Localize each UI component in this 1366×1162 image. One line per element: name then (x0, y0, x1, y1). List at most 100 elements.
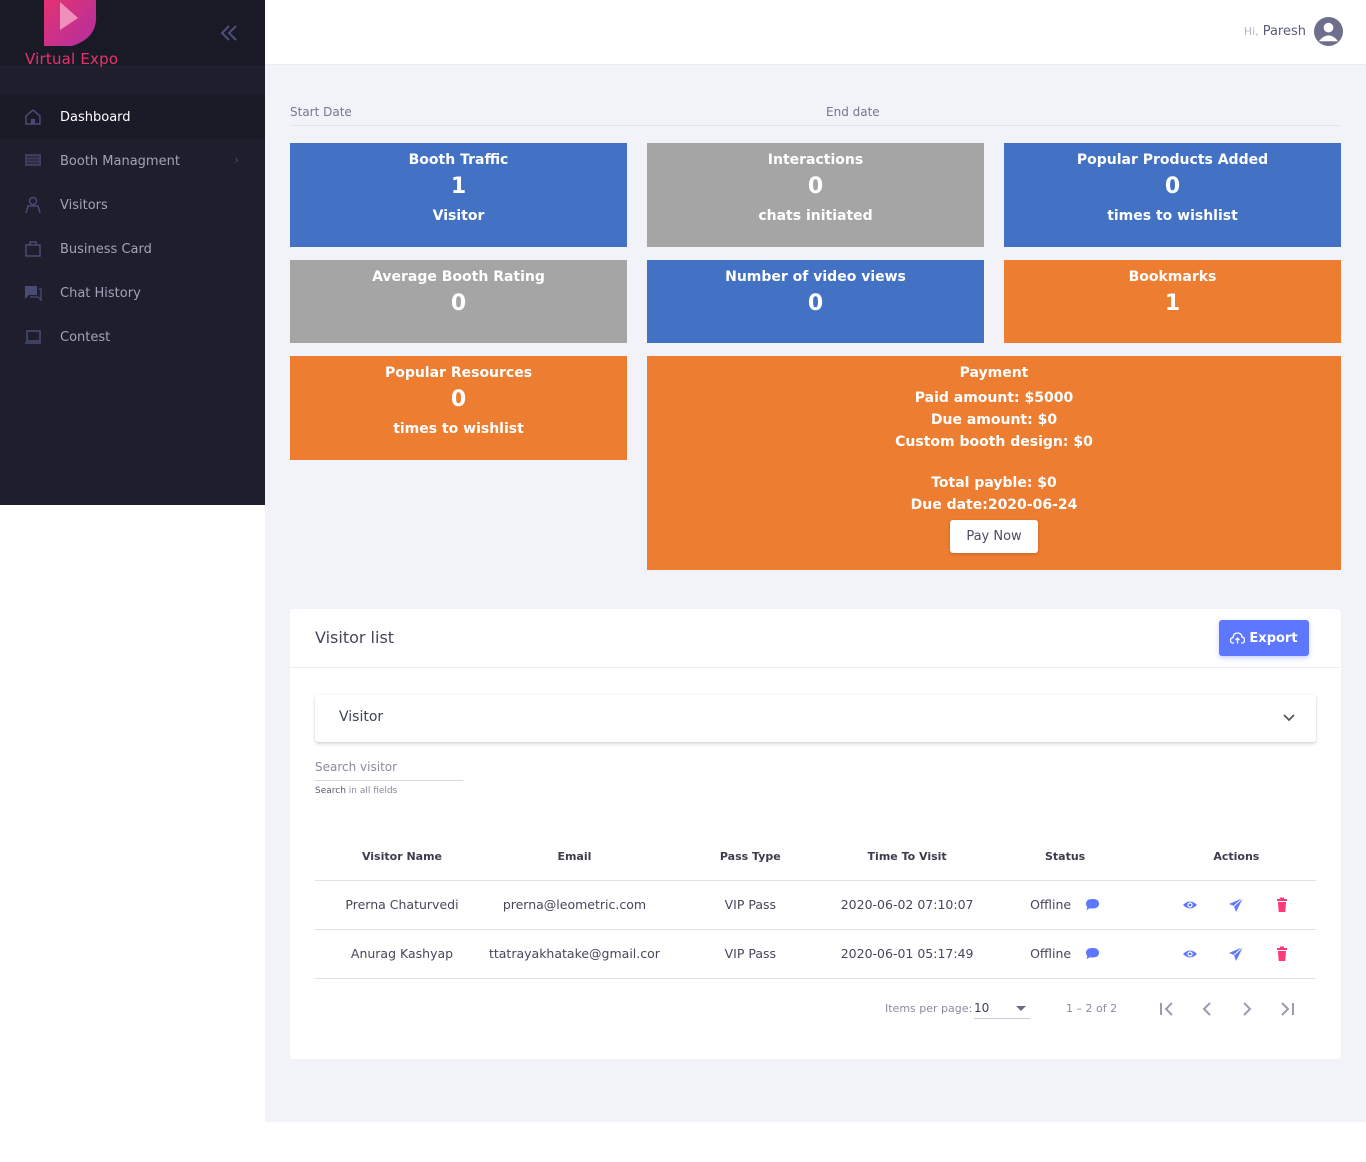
status-cell: Offline (973, 929, 1157, 979)
page-size-value: 10 (974, 1001, 990, 1015)
column-header-time-to-visit[interactable]: Time To Visit (840, 834, 974, 881)
end-date-field[interactable]: End date (826, 105, 1341, 126)
eye-icon[interactable] (1182, 897, 1198, 913)
card-value: 1 (450, 174, 467, 199)
greeting-text: Hi, (1243, 25, 1259, 38)
user-name: Paresh (1262, 24, 1306, 39)
pass-type-cell: VIP Pass (659, 880, 841, 930)
column-header-pass-type[interactable]: Pass Type (659, 834, 841, 881)
total-payable: Total payble: $0 (931, 475, 1057, 491)
eye-icon[interactable] (1182, 946, 1198, 962)
card-subtitle: times to wishlist (1107, 208, 1238, 224)
sidebar-item-chat-history[interactable]: Chat History (0, 271, 265, 315)
accordion-label: Visitor (339, 709, 384, 725)
logo-text: Virtual Expo (25, 50, 119, 68)
card-title: Popular Products Added (1076, 152, 1269, 168)
search-visitor-input[interactable] (315, 760, 463, 781)
send-icon[interactable] (1228, 897, 1244, 913)
export-label: Export (1249, 630, 1298, 646)
chat-icon (24, 284, 42, 302)
card-subtitle: Visitor (432, 208, 485, 224)
start-date-label: Start Date (290, 105, 352, 119)
sidebar: Virtual Expo Dashboard Booth Managment ›… (0, 0, 265, 505)
sidebar-item-label: Business Card (60, 241, 152, 257)
card-value: 0 (807, 291, 824, 316)
actions-cell (1156, 929, 1316, 979)
payment-card: Payment Paid amount: $5000 Due amount: $… (647, 356, 1341, 570)
card-value: 0 (1164, 174, 1181, 199)
previous-page-icon[interactable] (1196, 998, 1218, 1020)
sidebar-item-booth-managment[interactable]: Booth Managment › (0, 139, 265, 183)
status-text: Offline (1030, 897, 1072, 912)
visitors-icon (24, 196, 42, 214)
visitor-accordion[interactable]: Visitor (315, 694, 1316, 742)
booth-icon (24, 152, 42, 170)
table-row: Prerna Chaturvedi prerna@leometric.com V… (315, 880, 1316, 930)
column-header-status[interactable]: Status (973, 834, 1157, 881)
trash-icon[interactable] (1274, 946, 1290, 962)
pay-now-button[interactable]: Pay Now (950, 520, 1038, 553)
card-title: Interactions (767, 152, 864, 168)
start-date-field[interactable]: Start Date (290, 105, 826, 126)
video-views-card: Number of video views 0 (647, 260, 984, 343)
card-title: Number of video views (725, 269, 906, 285)
search-area: Search in all fields (315, 756, 465, 796)
card-subtitle: chats initiated (758, 208, 873, 224)
paginator: Items per page: 10 1 – 2 of 2 (290, 995, 1341, 1025)
sidebar-item-dashboard[interactable]: Dashboard (0, 95, 265, 139)
card-title: Average Booth Rating (372, 269, 545, 285)
sidebar-item-contest[interactable]: Contest (0, 315, 265, 359)
column-header-visitor-name[interactable]: Visitor Name (315, 834, 489, 881)
send-icon[interactable] (1228, 946, 1244, 962)
user-greeting[interactable]: Hi, Paresh (1244, 24, 1306, 39)
page-size-select[interactable]: 10 (974, 997, 1030, 1019)
chevron-right-icon: › (234, 153, 239, 167)
visitor-name-cell: Prerna Chaturvedi (315, 880, 489, 930)
business-card-icon (24, 240, 42, 258)
sidebar-item-visitors[interactable]: Visitors (0, 183, 265, 227)
sidebar-menu: Dashboard Booth Managment › Visitors Bus… (0, 95, 265, 359)
sidebar-item-label: Dashboard (60, 109, 131, 125)
first-page-icon[interactable] (1156, 998, 1178, 1020)
time-to-visit-cell: 2020-06-01 05:17:49 (840, 929, 974, 979)
popular-products-card: Popular Products Added 0 times to wishli… (1004, 143, 1341, 247)
next-page-icon[interactable] (1236, 998, 1258, 1020)
main-content: Start Date End date Booth Traffic 1 Visi… (265, 65, 1366, 1122)
panel-title: Visitor list (315, 628, 395, 647)
export-button[interactable]: Export (1219, 620, 1309, 656)
sidebar-item-business-card[interactable]: Business Card (0, 227, 265, 271)
footer (265, 1122, 1366, 1162)
column-header-email[interactable]: Email (488, 834, 660, 881)
page-range-label: 1 – 2 of 2 (1066, 1002, 1118, 1015)
pass-type-cell: VIP Pass (659, 929, 841, 979)
sidebar-item-label: Visitors (60, 197, 108, 213)
time-to-visit-cell: 2020-06-02 07:10:07 (840, 880, 974, 930)
last-page-icon[interactable] (1276, 998, 1298, 1020)
due-amount: Due amount: $0 (930, 412, 1058, 428)
table-row: Anurag Kashyap ttatrayakhatake@gmail.cor… (315, 929, 1316, 979)
card-value: 0 (807, 174, 824, 199)
items-per-page-label: Items per page: (885, 1002, 973, 1015)
chat-bubble-icon[interactable] (1085, 898, 1100, 911)
chevron-down-icon (1283, 714, 1295, 722)
trash-icon[interactable] (1274, 897, 1290, 913)
sidebar-item-label: Booth Managment (60, 153, 180, 169)
visitor-table: Visitor Name Email Pass Type Time To Vis… (315, 834, 1316, 979)
due-date: Due date:2020-06-24 (910, 497, 1078, 513)
actions-cell (1156, 880, 1316, 930)
card-value: 0 (450, 291, 467, 316)
logo-icon (44, 0, 97, 46)
booth-traffic-card: Booth Traffic 1 Visitor (290, 143, 627, 247)
status-cell: Offline (973, 880, 1157, 930)
panel-header: Visitor list Export (290, 609, 1341, 668)
chat-bubble-icon[interactable] (1085, 947, 1100, 960)
user-avatar-icon[interactable] (1313, 16, 1344, 47)
column-header-actions: Actions (1156, 834, 1316, 881)
home-icon (24, 108, 42, 126)
search-hint: Search in all fields (315, 786, 465, 796)
search-hint-bold: Search (315, 786, 346, 796)
visitor-name-cell: Anurag Kashyap (315, 929, 489, 979)
card-title: Booth Traffic (408, 152, 509, 168)
collapse-sidebar-icon[interactable] (218, 22, 240, 44)
card-value: 0 (450, 387, 467, 412)
